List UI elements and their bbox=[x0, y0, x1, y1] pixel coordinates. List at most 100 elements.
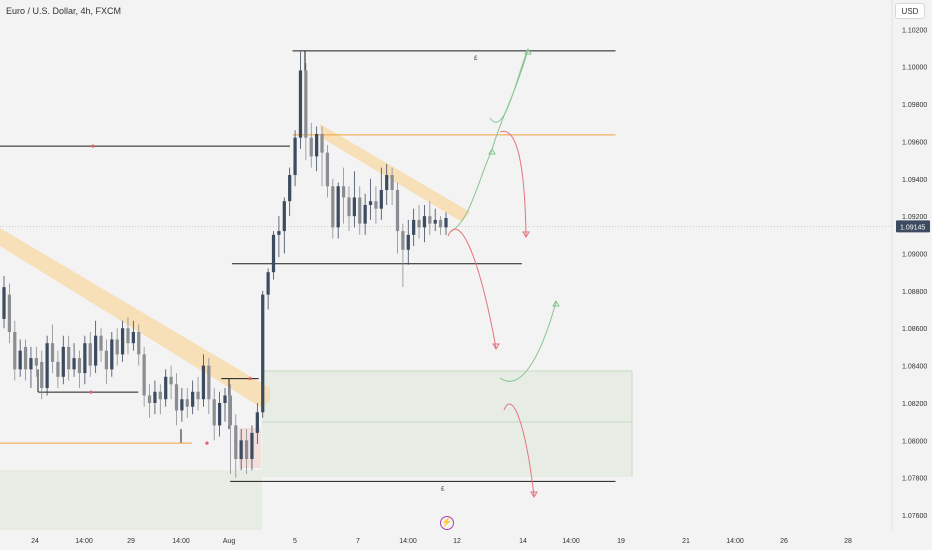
candle-body bbox=[255, 412, 259, 433]
candle-body bbox=[83, 343, 87, 374]
x-tick-label: 14:00 bbox=[562, 538, 580, 545]
demand-zone-left bbox=[0, 470, 262, 530]
chart-title: Euro / U.S. Dollar, 4h, FXCM bbox=[6, 6, 122, 16]
candle-body bbox=[18, 350, 22, 370]
candle-body bbox=[110, 339, 114, 370]
x-tick-label: 28 bbox=[844, 538, 852, 545]
candle-body bbox=[271, 234, 276, 273]
candle-body bbox=[228, 395, 233, 426]
candle-body bbox=[174, 384, 179, 411]
candle-body bbox=[298, 70, 303, 138]
y-tick-label: 1.08400 bbox=[902, 364, 927, 371]
level-marker bbox=[205, 441, 209, 445]
candle-body bbox=[115, 339, 119, 355]
x-tick-label: 14 bbox=[519, 538, 527, 545]
candle-body bbox=[250, 432, 254, 460]
candle-body bbox=[196, 391, 200, 400]
candle-body bbox=[164, 376, 168, 400]
projection-green bbox=[449, 149, 493, 233]
x-tick-label: 21 bbox=[682, 538, 690, 545]
currency-button[interactable]: USD bbox=[895, 3, 925, 19]
candle-body bbox=[217, 402, 222, 426]
candle-body bbox=[444, 218, 448, 228]
candle-body bbox=[336, 186, 340, 228]
candle-body bbox=[282, 201, 286, 232]
x-tick-label: 12 bbox=[453, 538, 461, 545]
x-tick-label: 14:00 bbox=[75, 538, 93, 545]
candle-body bbox=[239, 440, 243, 460]
candle-body bbox=[368, 201, 373, 205]
candle-body bbox=[315, 133, 319, 157]
x-tick-label: 14:00 bbox=[172, 538, 190, 545]
candle-body bbox=[401, 231, 405, 250]
candle-body bbox=[304, 70, 308, 138]
x-tick-label: 7 bbox=[356, 538, 360, 545]
projection-red bbox=[447, 228, 497, 349]
candle-body bbox=[72, 358, 76, 370]
trend-band-right bbox=[320, 124, 470, 222]
level-marker bbox=[89, 390, 93, 394]
arrow-head-green bbox=[524, 48, 532, 55]
candle-body bbox=[40, 361, 44, 389]
candle-body bbox=[153, 391, 157, 403]
candle-body bbox=[13, 331, 17, 370]
x-tick-label: 24 bbox=[31, 538, 39, 545]
x-tick-label: 29 bbox=[127, 538, 135, 545]
lightning-icon[interactable]: ⚡ bbox=[440, 516, 454, 530]
candle-body bbox=[390, 175, 394, 190]
last-price-label: 1.09145 bbox=[900, 224, 925, 231]
candle-body bbox=[94, 335, 98, 366]
candle-body bbox=[104, 350, 109, 370]
candle-body bbox=[67, 346, 71, 370]
candle-body bbox=[309, 137, 313, 157]
x-tick-label: 14:00 bbox=[726, 538, 744, 545]
candle-body bbox=[428, 216, 432, 224]
candle-body bbox=[34, 358, 38, 366]
x-tick-label: 5 bbox=[293, 538, 297, 545]
candle-body bbox=[2, 287, 6, 319]
candle-body bbox=[331, 186, 335, 228]
candle-body bbox=[77, 358, 82, 374]
candle-body bbox=[234, 425, 238, 460]
candle-body bbox=[261, 294, 265, 413]
candle-body bbox=[88, 343, 92, 366]
projection-red bbox=[503, 403, 535, 497]
candle-body bbox=[266, 272, 270, 295]
last-price-tag bbox=[896, 220, 930, 233]
x-tick-label: 26 bbox=[780, 538, 788, 545]
y-tick-label: 1.08000 bbox=[902, 438, 927, 445]
candle-body bbox=[29, 358, 33, 370]
y-tick-label: 1.08600 bbox=[902, 326, 927, 333]
candle-body bbox=[412, 219, 416, 235]
candle-body bbox=[7, 294, 12, 332]
level-marker bbox=[248, 377, 252, 381]
y-tick-label: 1.07600 bbox=[902, 513, 927, 520]
arrow-head-red bbox=[522, 231, 530, 238]
trend-band-left bbox=[0, 228, 270, 408]
y-tick-label: 1.08800 bbox=[902, 289, 927, 296]
candle-body bbox=[223, 395, 227, 403]
arrow-head-red bbox=[492, 343, 500, 350]
x-tick-label: 14:00 bbox=[399, 538, 417, 545]
candle-body bbox=[23, 346, 28, 370]
candle-body bbox=[45, 343, 49, 389]
candle-body bbox=[293, 137, 297, 176]
candle-body bbox=[147, 395, 152, 403]
candle-body bbox=[207, 365, 211, 400]
candle-body bbox=[433, 219, 437, 224]
y-tick-label: 1.09800 bbox=[902, 102, 927, 109]
candle-body bbox=[395, 190, 400, 232]
candle-body bbox=[417, 219, 421, 228]
y-tick-label: 1.09600 bbox=[902, 139, 927, 146]
candle-body bbox=[374, 201, 378, 209]
y-tick-label: 1.10000 bbox=[902, 65, 927, 72]
y-tick-label: 1.10200 bbox=[902, 27, 927, 34]
projection-green bbox=[499, 301, 557, 382]
candle-body bbox=[126, 328, 130, 344]
y-tick-label: 1.08200 bbox=[902, 401, 927, 408]
projection-red bbox=[499, 130, 527, 237]
candle-body bbox=[320, 133, 324, 153]
supply-box bbox=[239, 428, 261, 468]
